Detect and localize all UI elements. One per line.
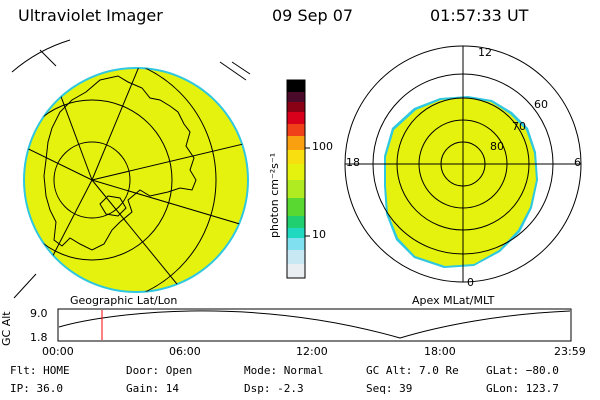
status-seq: Seq: 39 xyxy=(366,382,413,395)
outer-grid-arc xyxy=(11,39,71,73)
meridian-line xyxy=(24,139,93,181)
meridian-line xyxy=(91,179,248,231)
mlat-label-70: 70 xyxy=(512,120,526,133)
status-flt: Flt: HOME xyxy=(10,364,70,377)
altitude-tick-top: 9.0 xyxy=(30,307,48,320)
mlt-label-12: 12 xyxy=(478,46,492,59)
outer-grid-tick xyxy=(231,61,251,75)
right-image-fill xyxy=(386,98,536,266)
right-map-caption: Apex MLat/MLT xyxy=(412,294,495,307)
time-tick-1200: 12:00 xyxy=(296,345,328,358)
left-map-caption: Geographic Lat/Lon xyxy=(70,294,178,307)
mlat-label-60: 60 xyxy=(534,98,548,111)
mlat-label-80: 80 xyxy=(490,140,504,153)
lat-circle xyxy=(24,99,173,261)
lat-circle xyxy=(24,68,217,292)
coastline xyxy=(43,75,197,251)
meridian-line xyxy=(91,179,191,292)
date-label: 09 Sep 07 xyxy=(272,6,354,25)
meridian-line xyxy=(91,139,248,181)
mlt-label-18: 18 xyxy=(346,156,360,169)
altitude-tick-bottom: 1.8 xyxy=(30,331,48,344)
outer-grid-tick xyxy=(13,273,37,299)
meridian-line xyxy=(39,68,93,181)
colorbar-unit-label: photon cm⁻²s⁻¹ xyxy=(268,152,281,238)
status-gc-alt: GC Alt: 7.0 Re xyxy=(366,364,459,377)
outer-grid-tick xyxy=(39,49,57,67)
status-dsp: Dsp: -2.3 xyxy=(244,382,304,395)
colorbar-tick-10: 10 xyxy=(312,228,326,241)
altitude-axis-label: GC Alt xyxy=(0,311,13,346)
time-tick-0600: 06:00 xyxy=(169,345,201,358)
colorbar-tick-100: 100 xyxy=(312,140,333,153)
status-glon: GLon: 123.7 xyxy=(486,382,559,395)
left-image-fill xyxy=(25,69,247,291)
coastline xyxy=(99,195,127,217)
mlt-label-0: 0 xyxy=(467,276,474,289)
instrument-title: Ultraviolet Imager xyxy=(18,6,163,25)
colorbar xyxy=(286,79,310,279)
altitude-curve xyxy=(58,310,571,339)
meridian-line xyxy=(91,68,151,181)
apex-map xyxy=(344,45,582,283)
altitude-plot-frame xyxy=(57,308,572,342)
time-tick-0000: 00:00 xyxy=(42,345,74,358)
time-tick-2359: 23:59 xyxy=(554,345,586,358)
geographic-map xyxy=(11,39,251,299)
status-glat: GLat: −80.0 xyxy=(486,364,559,377)
lat-circle xyxy=(53,141,131,219)
status-ip: IP: 36.0 xyxy=(10,382,63,395)
time-label: 01:57:33 UT xyxy=(430,6,529,25)
status-door: Door: Open xyxy=(126,364,193,377)
mlt-label-6: 6 xyxy=(574,156,581,169)
status-gain: Gain: 14 xyxy=(126,382,179,395)
altitude-plot xyxy=(57,308,572,342)
status-mode: Mode: Normal xyxy=(244,364,324,377)
time-tick-1800: 18:00 xyxy=(424,345,456,358)
outer-grid-tick xyxy=(219,61,247,81)
